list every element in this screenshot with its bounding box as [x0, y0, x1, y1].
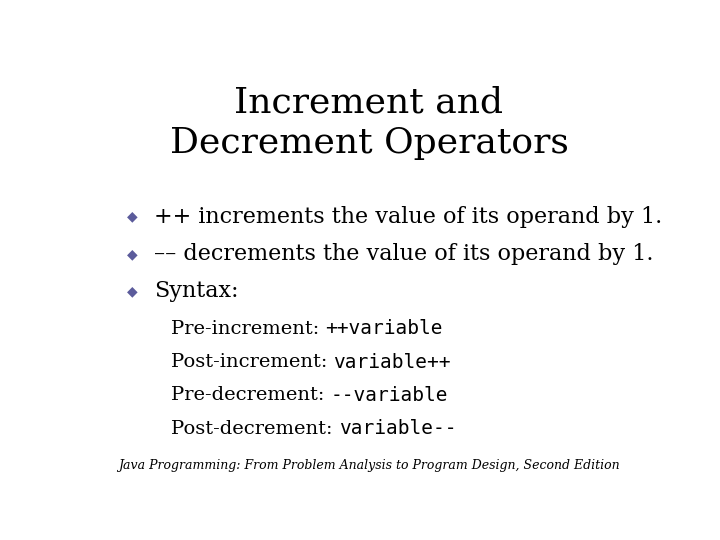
- Text: ◆: ◆: [127, 247, 138, 261]
- Text: Post-decrement:: Post-decrement:: [171, 420, 338, 437]
- Text: --variable: --variable: [330, 386, 448, 405]
- Text: variable++: variable++: [333, 353, 451, 372]
- Text: Pre-increment:: Pre-increment:: [171, 320, 325, 338]
- Text: ◆: ◆: [127, 285, 138, 299]
- Text: ++variable: ++variable: [325, 319, 443, 339]
- Text: Pre-decrement:: Pre-decrement:: [171, 386, 330, 404]
- Text: ++ increments the value of its operand by 1.: ++ increments the value of its operand b…: [154, 206, 662, 227]
- Text: Increment and
Decrement Operators: Increment and Decrement Operators: [170, 85, 568, 160]
- Text: variable--: variable--: [338, 419, 456, 438]
- Text: –– decrements the value of its operand by 1.: –– decrements the value of its operand b…: [154, 243, 654, 265]
- Text: Java Programming: From Problem Analysis to Program Design, Second Edition: Java Programming: From Problem Analysis …: [118, 460, 620, 472]
- Text: ◆: ◆: [127, 210, 138, 224]
- Text: Syntax:: Syntax:: [154, 280, 238, 302]
- Text: Post-increment:: Post-increment:: [171, 353, 333, 371]
